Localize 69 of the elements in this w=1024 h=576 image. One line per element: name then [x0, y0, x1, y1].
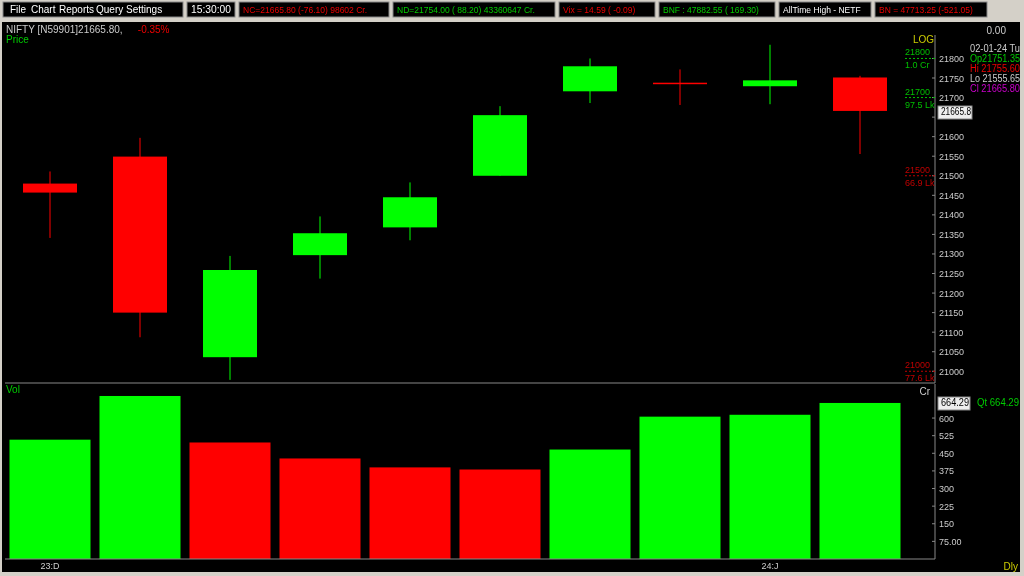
bar [189, 442, 271, 559]
y-tick-label: 21200 [939, 288, 965, 299]
text: BNF : 47882.55 ( 169.30) [663, 5, 760, 15]
y-tick-label: 21400 [939, 210, 965, 221]
text: BN = 47713.25 (-521.05) [879, 5, 973, 15]
x-tick-label: 23:D [40, 561, 60, 571]
bar [729, 414, 811, 559]
y-tick-label: 21550 [939, 151, 965, 162]
text: Dly [1003, 561, 1018, 572]
text: 02-01-24 Tu [970, 43, 1024, 54]
text: NC=21665.80 (-76.10) 98602 Cr. [243, 5, 368, 15]
text: 0.00 [986, 25, 1007, 36]
y-tick-label: 21450 [939, 190, 965, 201]
y-tick-label: 21750 [939, 73, 965, 84]
y-tick-label: 21800 [939, 53, 965, 64]
text: Chart [31, 4, 56, 15]
annotation: LOG [912, 34, 935, 45]
y-tick-label: 450 [939, 448, 955, 459]
y-tick-label: 150 [939, 519, 955, 530]
bar [459, 469, 541, 559]
candlestick [743, 44, 797, 105]
text: File [10, 4, 27, 15]
text: 664.29 [941, 397, 972, 408]
annotation: Vol [6, 384, 20, 395]
text: Settings [126, 4, 163, 15]
bar [819, 402, 901, 559]
y-tick-label: 75.00 [939, 536, 962, 547]
text: Qt 664.29 [977, 397, 1021, 408]
y-tick-label: 21350 [939, 229, 965, 240]
y-tick-label: 21150 [939, 308, 964, 319]
annotation: NIFTY [N59901]21665.80, [6, 24, 123, 35]
text: 21665.8 [941, 106, 978, 117]
ref-line-label: 21500 66.9 Lk [905, 164, 936, 188]
y-tick-label: 375 [939, 466, 955, 477]
text: AllTime High - NETF [783, 5, 861, 15]
y-tick-label: 21500 [939, 171, 965, 182]
x-tick-label: 24:J [761, 561, 779, 571]
text: 15:30:00 [191, 4, 232, 15]
y-tick-label: 21700 [939, 93, 965, 104]
bar [99, 395, 181, 559]
y-tick-label: 600 [939, 413, 955, 424]
y-tick-label: 21300 [939, 249, 965, 260]
text: Query [96, 4, 124, 15]
y-tick-label: 21250 [939, 269, 965, 280]
y-tick-label: 225 [939, 501, 955, 512]
bar [9, 439, 91, 559]
text: Reports [59, 4, 95, 15]
annotation: -0.35% [137, 24, 170, 35]
y-tick-label: 21050 [939, 347, 965, 358]
text: ND=21754.00 ( 88.20) 43360647 Cr. [397, 5, 535, 15]
ref-line-label: 21700 97.5 Lk [905, 86, 936, 110]
text: Op21751.35 [970, 53, 1024, 64]
bar [639, 416, 721, 559]
ref-line-label: 21000 77.6 Lk [905, 360, 936, 384]
annotation: Cr [919, 386, 931, 397]
y-tick-label: 21000 [939, 366, 965, 377]
text: Lo 21555.65 [970, 73, 1024, 84]
bar [279, 458, 361, 559]
text: Cl 21665.80 [970, 83, 1024, 94]
bar [369, 467, 451, 559]
y-tick-label: 300 [939, 484, 955, 495]
y-tick-label: 21600 [939, 132, 965, 143]
ref-line-label: 21800 1.0 Cr [905, 47, 931, 71]
candlestick [23, 170, 77, 239]
y-tick-label: 525 [939, 431, 955, 442]
bar [549, 449, 631, 559]
text: Vix = 14.59 ( -0.09) [563, 5, 636, 15]
annotation: Price [6, 34, 30, 45]
y-tick-label: 21100 [939, 327, 964, 338]
